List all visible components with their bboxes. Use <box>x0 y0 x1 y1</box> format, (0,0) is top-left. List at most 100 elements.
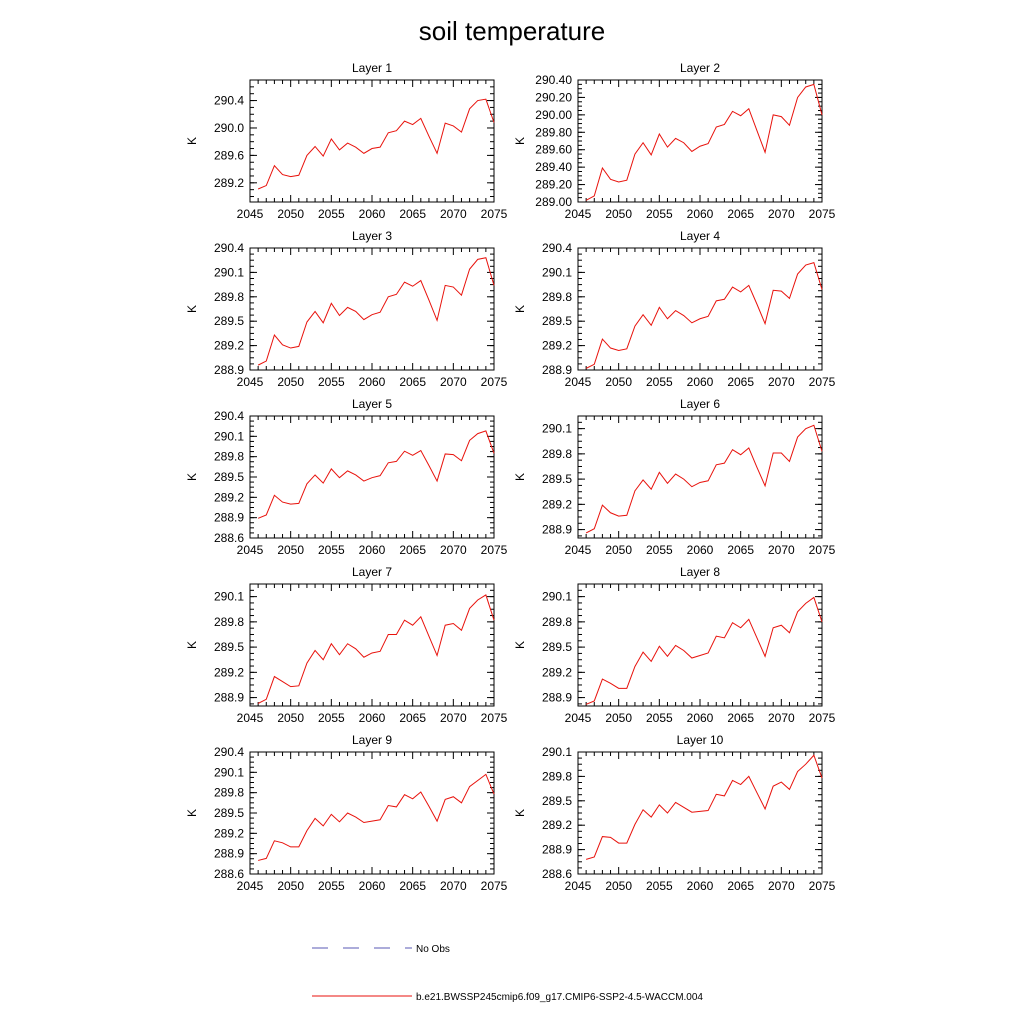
panel-layer-9: Layer 9 K 2045 2050 2055 2060 2065 2070 2075 288.… <box>185 733 508 893</box>
y-tick-label: 288.6 <box>214 531 244 545</box>
panel-layer-1: Layer 1 K 2045 2050 2055 2060 2065 2070 2075 289.… <box>185 61 508 221</box>
x-tick-label: 2045 <box>237 543 264 557</box>
y-tick-label: 290.1 <box>542 265 572 279</box>
x-tick-label: 2055 <box>646 207 673 221</box>
y-tick-label: 289.8 <box>214 615 244 629</box>
y-tick-label: 290.40 <box>535 73 572 87</box>
y-tick-label: 288.6 <box>214 867 244 881</box>
y-axis-label: K <box>513 137 527 145</box>
x-tick-label: 2065 <box>727 207 754 221</box>
y-tick-label: 290.1 <box>214 429 244 443</box>
x-tick-label: 2065 <box>399 711 426 725</box>
panel-title: Layer 3 <box>352 229 392 243</box>
panel-title: Layer 10 <box>677 733 724 747</box>
series-line <box>585 424 823 534</box>
y-axis-label: K <box>185 641 199 649</box>
y-tick-label: 289.5 <box>542 640 572 654</box>
series-line <box>257 594 495 704</box>
y-axis-label: K <box>513 305 527 313</box>
y-axis-label: K <box>185 305 199 313</box>
x-tick-label: 2065 <box>727 543 754 557</box>
y-tick-label: 289.8 <box>542 615 572 629</box>
x-tick-label: 2060 <box>359 375 386 389</box>
x-tick-label: 2075 <box>809 375 836 389</box>
x-tick-label: 2050 <box>277 879 304 893</box>
panel-layer-4: Layer 4 K 2045 2050 2055 2060 2065 2070 2075 288.… <box>513 229 836 389</box>
x-tick-label: 2060 <box>687 375 714 389</box>
y-tick-label: 290.1 <box>214 765 244 779</box>
x-tick-label: 2045 <box>565 879 592 893</box>
plot-frame <box>577 583 823 707</box>
y-tick-label: 290.4 <box>214 241 244 255</box>
y-tick-label: 290.20 <box>535 90 572 104</box>
x-tick-label: 2065 <box>727 879 754 893</box>
y-tick-label: 288.9 <box>214 511 244 525</box>
x-tick-label: 2055 <box>646 543 673 557</box>
x-tick-label: 2065 <box>399 543 426 557</box>
y-tick-label: 289.8 <box>214 290 244 304</box>
x-tick-label: 2045 <box>237 711 264 725</box>
panel-grid: Layer 1 K 2045 2050 2055 2060 2065 2070 2075 289.… <box>185 61 836 893</box>
y-tick-label: 289.2 <box>542 665 572 679</box>
y-tick-label: 289.2 <box>542 818 572 832</box>
y-tick-label: 289.2 <box>542 339 572 353</box>
series-line <box>585 754 823 860</box>
panel-layer-2: Layer 2 K 2045 2050 2055 2060 2065 2070 2075 289.… <box>513 61 836 221</box>
y-tick-label: 289.8 <box>542 769 572 783</box>
x-tick-label: 2075 <box>809 543 836 557</box>
plot-frame <box>249 79 495 203</box>
panel-layer-10: Layer 10 K 2045 2050 2055 2060 2065 2070 2075 288… <box>513 733 836 893</box>
x-tick-label: 2055 <box>318 543 345 557</box>
x-tick-label: 2070 <box>440 375 467 389</box>
plot-frame <box>249 247 495 371</box>
x-tick-label: 2060 <box>359 543 386 557</box>
plot-frame <box>577 751 823 875</box>
x-tick-label: 2065 <box>399 207 426 221</box>
x-tick-label: 2060 <box>687 879 714 893</box>
y-tick-label: 290.1 <box>542 745 572 759</box>
y-tick-label: 289.8 <box>542 290 572 304</box>
y-tick-label: 289.40 <box>535 160 572 174</box>
x-tick-label: 2045 <box>565 711 592 725</box>
x-tick-label: 2060 <box>687 543 714 557</box>
y-tick-label: 289.5 <box>214 314 244 328</box>
legend: No Obs b.e21.BWSSP245cmip6.f09_g17.CMIP6… <box>312 944 703 1003</box>
x-tick-label: 2055 <box>646 375 673 389</box>
x-tick-label: 2075 <box>809 879 836 893</box>
y-tick-label: 290.1 <box>214 590 244 604</box>
x-tick-label: 2045 <box>237 879 264 893</box>
x-tick-label: 2075 <box>481 375 508 389</box>
y-tick-label: 290.1 <box>542 422 572 436</box>
y-tick-label: 290.1 <box>214 265 244 279</box>
y-tick-label: 288.9 <box>214 363 244 377</box>
x-tick-label: 2065 <box>727 375 754 389</box>
x-tick-label: 2075 <box>481 879 508 893</box>
y-tick-label: 289.2 <box>214 176 244 190</box>
x-tick-label: 2050 <box>605 711 632 725</box>
y-axis-label: K <box>185 473 199 481</box>
panel-title: Layer 2 <box>680 61 720 75</box>
y-tick-label: 289.5 <box>542 314 572 328</box>
x-tick-label: 2055 <box>646 711 673 725</box>
x-tick-label: 2055 <box>318 711 345 725</box>
y-tick-label: 289.60 <box>535 143 572 157</box>
y-tick-label: 289.2 <box>214 339 244 353</box>
panel-title: Layer 5 <box>352 397 392 411</box>
x-tick-label: 2070 <box>768 879 795 893</box>
y-axis-label: K <box>513 641 527 649</box>
plot-frame <box>577 79 823 203</box>
x-tick-label: 2070 <box>440 207 467 221</box>
x-tick-label: 2075 <box>481 207 508 221</box>
y-axis-label: K <box>185 137 199 145</box>
x-tick-label: 2055 <box>318 879 345 893</box>
y-axis-label: K <box>185 809 199 817</box>
y-tick-label: 288.9 <box>542 843 572 857</box>
y-axis-label: K <box>513 809 527 817</box>
x-tick-label: 2050 <box>605 879 632 893</box>
figure-title: soil temperature <box>419 16 605 46</box>
x-tick-label: 2045 <box>237 375 264 389</box>
x-tick-label: 2070 <box>440 879 467 893</box>
x-tick-label: 2070 <box>440 543 467 557</box>
y-tick-label: 289.80 <box>535 125 572 139</box>
